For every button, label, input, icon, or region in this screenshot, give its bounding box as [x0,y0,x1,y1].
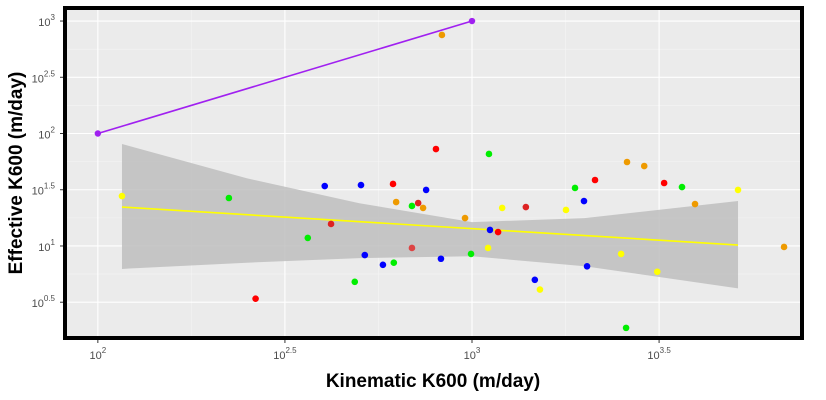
tick-exponent: 2.5 [285,346,297,355]
point [118,192,126,200]
tick-label: 102.5 [273,346,297,362]
point [461,214,469,222]
point [640,162,648,170]
point [522,203,530,211]
tick-label: 102 [38,126,55,142]
point [562,206,570,214]
tick-base: 10 [273,350,285,362]
tick-label: 102.5 [32,69,56,85]
tick-label: 100.5 [32,294,56,310]
point [389,180,397,188]
point [252,295,259,302]
point [419,204,427,212]
point [571,184,579,192]
tick-exponent: 1 [51,238,56,247]
point [432,145,440,153]
point [660,179,668,187]
point [414,199,422,207]
tick-base: 10 [32,73,44,85]
tick-label: 103.5 [647,346,671,362]
tick-label: 102 [89,346,106,362]
point [494,228,502,236]
point [437,255,445,263]
tick-exponent: 2 [102,346,107,355]
line [121,206,739,246]
plot-layers [65,8,802,338]
point [422,186,430,194]
tick-base: 10 [32,298,44,310]
tick-exponent: 0.5 [44,294,56,303]
tick-exponent: 3 [51,13,56,22]
panel-border [63,6,804,340]
point [580,197,588,205]
point [484,244,492,252]
tick-base: 10 [647,350,659,362]
tick-base: 10 [38,17,50,29]
y-axis-title: Effective K600 (m/day) [6,72,27,275]
point [351,278,359,286]
point [734,186,742,194]
point [486,226,494,234]
point [390,259,398,267]
tick-base: 10 [464,350,476,362]
line [97,20,473,135]
tick-exponent: 2.5 [44,69,56,78]
point [392,198,400,206]
tick-exponent: 2 [51,126,56,135]
point [622,324,630,332]
point [678,183,686,191]
point [623,158,631,166]
point [591,176,599,184]
tick-label: 103 [38,13,55,29]
point [653,268,661,276]
line-point [468,17,476,25]
tick-base: 10 [32,186,44,198]
point [536,286,544,293]
tick-exponent: 3 [476,346,481,355]
point [304,234,312,242]
point [438,31,446,39]
point [780,243,788,251]
tick-exponent: 3.5 [660,346,672,355]
point [617,250,625,258]
point [485,150,493,158]
tick-label: 101 [38,238,55,254]
point [408,244,416,252]
tick-base: 10 [38,129,50,141]
tick-base: 10 [89,350,101,362]
point [321,182,329,190]
tick-exponent: 1.5 [44,182,56,191]
tick-label: 103 [464,346,481,362]
point [467,250,475,258]
point [361,251,369,259]
point [225,194,233,202]
point [531,276,539,284]
point [583,262,591,270]
x-axis-title: Kinematic K600 (m/day) [326,371,540,392]
tick-label: 101.5 [32,182,56,198]
tick-base: 10 [38,242,50,254]
point [498,204,506,212]
line-point [94,130,102,137]
point [408,202,416,210]
point [691,200,699,208]
point [379,261,387,269]
point [327,220,335,228]
point [357,181,365,189]
confidence-band [121,143,739,289]
